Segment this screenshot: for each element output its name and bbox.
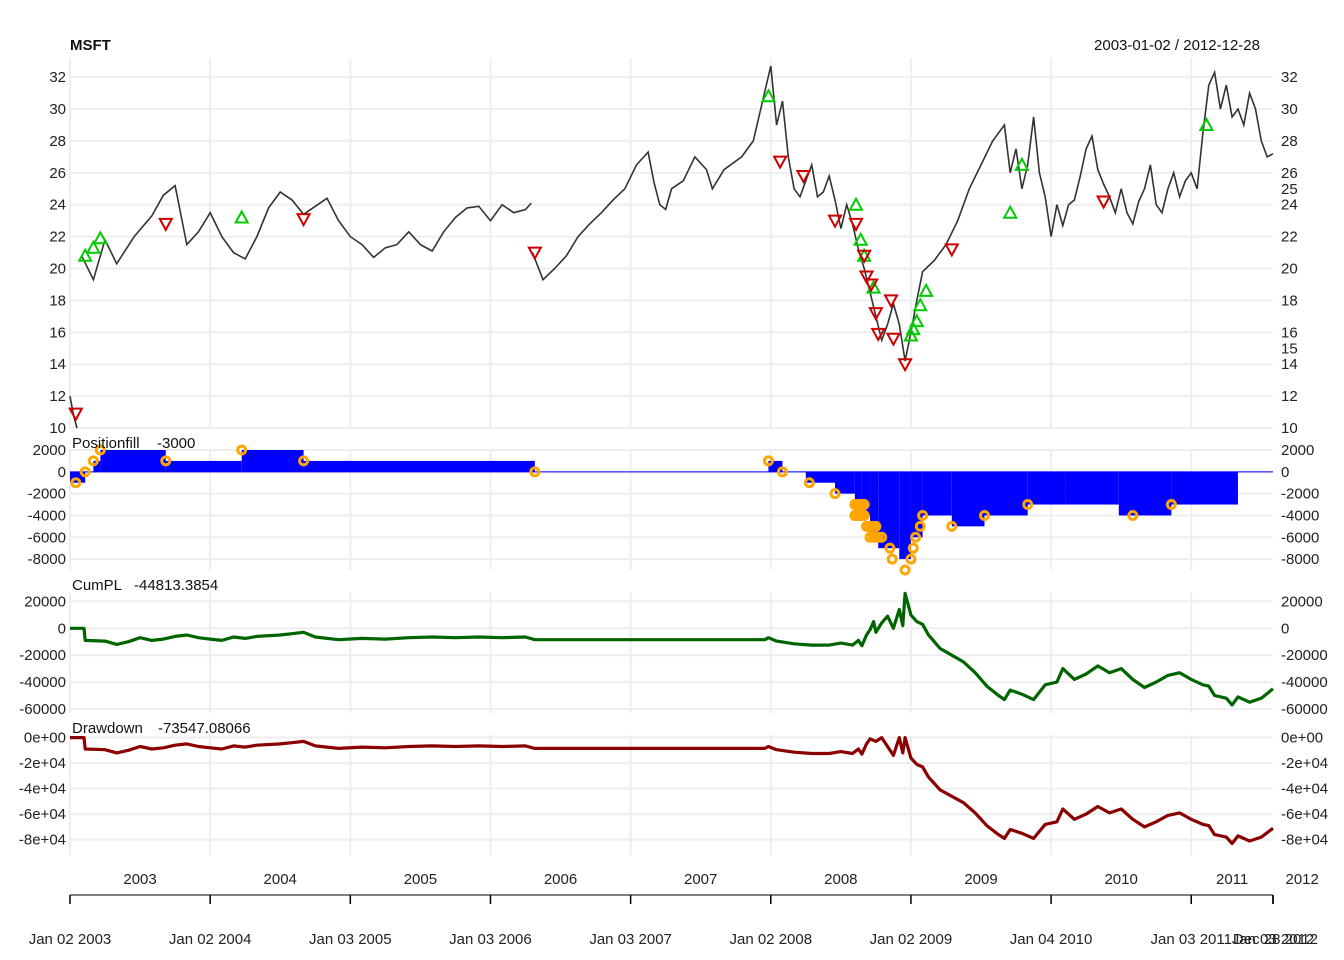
y-tick-label-right: 0 bbox=[1281, 464, 1289, 481]
y-tick-label-left: -2000 bbox=[28, 486, 66, 503]
y-tick-label-left: -40000 bbox=[19, 674, 66, 691]
y-tick-label-left: -6000 bbox=[28, 529, 66, 546]
position-bar bbox=[304, 461, 535, 472]
drawdown-last-value: -73547.08066 bbox=[158, 720, 251, 737]
year-label: 2005 bbox=[404, 871, 437, 888]
y-tick-label-left: -6e+04 bbox=[19, 806, 66, 823]
cumpl-last-value: -44813.3854 bbox=[134, 577, 218, 594]
y-tick-label-left: 14 bbox=[49, 356, 66, 373]
y-tick-label-right: 24 bbox=[1281, 197, 1298, 214]
y-tick-label-left: 0 bbox=[58, 620, 66, 637]
position-bar bbox=[242, 450, 304, 472]
x-date-tick-label: Jan 03 2011 bbox=[1151, 931, 1232, 948]
x-date-tick-label: Jan 03 2005 bbox=[309, 931, 392, 948]
y-tick-label-right: 10 bbox=[1281, 420, 1298, 437]
year-label: 2012 bbox=[1286, 871, 1319, 888]
position-bar bbox=[1065, 472, 1119, 505]
y-tick-label-left: -4e+04 bbox=[19, 781, 66, 798]
y-tick-label-right: 25 bbox=[1281, 181, 1298, 198]
y-tick-label-left: 0e+00 bbox=[24, 730, 66, 747]
y-tick-label-right: -4e+04 bbox=[1281, 781, 1328, 798]
y-tick-label-right: -60000 bbox=[1281, 701, 1328, 718]
x-date-tick-label: Jan 04 2010 bbox=[1010, 931, 1093, 948]
y-tick-label-right: -6e+04 bbox=[1281, 806, 1328, 823]
chart-title: MSFT bbox=[70, 37, 111, 54]
y-tick-label-left: -4000 bbox=[28, 507, 66, 524]
y-tick-label-right: -2e+04 bbox=[1281, 755, 1328, 772]
y-tick-label-right: 20 bbox=[1281, 261, 1298, 278]
y-tick-label-right: -2000 bbox=[1281, 486, 1319, 503]
y-tick-label-left: -2e+04 bbox=[19, 755, 66, 772]
y-tick-label-left: 26 bbox=[49, 165, 66, 182]
y-tick-label-left: 32 bbox=[49, 69, 66, 86]
cumpl-label: CumPL bbox=[72, 577, 122, 594]
y-tick-label-left: 22 bbox=[49, 229, 66, 246]
year-label: 2008 bbox=[824, 871, 857, 888]
year-label: 2003 bbox=[123, 871, 156, 888]
y-tick-label-right: -8e+04 bbox=[1281, 832, 1328, 849]
date-range: 2003-01-02 / 2012-12-28 bbox=[1094, 37, 1260, 54]
y-tick-label-right: 32 bbox=[1281, 69, 1298, 86]
y-tick-label-left: 20000 bbox=[24, 593, 66, 610]
y-tick-label-left: 18 bbox=[49, 292, 66, 309]
x-date-tick-label: Jan 02 2009 bbox=[870, 931, 953, 948]
y-tick-label-left: 28 bbox=[49, 133, 66, 150]
x-date-tick-label: Jan 03 2007 bbox=[589, 931, 672, 948]
y-tick-label-left: 30 bbox=[49, 101, 66, 118]
position-bar bbox=[1028, 472, 1065, 505]
y-tick-label-right: -8000 bbox=[1281, 551, 1319, 568]
position-bar bbox=[923, 472, 952, 516]
y-tick-label-right: 0 bbox=[1281, 620, 1289, 637]
year-label: 2006 bbox=[544, 871, 577, 888]
y-tick-label-left: 24 bbox=[49, 197, 66, 214]
y-tick-label-right: -20000 bbox=[1281, 647, 1328, 664]
y-tick-label-left: -8e+04 bbox=[19, 832, 66, 849]
x-date-tick-label: Jan 02 2003 bbox=[29, 931, 112, 948]
x-date-tick-label: Jan 02 2004 bbox=[169, 931, 252, 948]
position-bar bbox=[952, 472, 985, 527]
position-bar bbox=[100, 450, 165, 472]
y-tick-label-right: 20000 bbox=[1281, 593, 1323, 610]
position-last-value: -3000 bbox=[157, 435, 195, 452]
position-bar bbox=[806, 472, 835, 483]
position-bar bbox=[985, 472, 1028, 516]
drawdown-label: Drawdown bbox=[72, 720, 143, 737]
y-tick-label-left: -8000 bbox=[28, 551, 66, 568]
y-tick-label-right: -40000 bbox=[1281, 674, 1328, 691]
y-tick-label-right: 28 bbox=[1281, 133, 1298, 150]
y-tick-label-right: 12 bbox=[1281, 388, 1298, 405]
y-tick-label-right: 2000 bbox=[1281, 442, 1314, 459]
x-date-tick-label: Jan 03 2006 bbox=[449, 931, 532, 948]
y-tick-label-left: 16 bbox=[49, 324, 66, 341]
y-tick-label-left: 12 bbox=[49, 388, 66, 405]
y-tick-label-right: 30 bbox=[1281, 101, 1298, 118]
position-label: Positionfill bbox=[72, 435, 140, 452]
year-label: 2007 bbox=[684, 871, 717, 888]
year-label: 2004 bbox=[264, 871, 297, 888]
y-tick-label-left: -20000 bbox=[19, 647, 66, 664]
y-tick-label-left: 20 bbox=[49, 261, 66, 278]
y-tick-label-right: 14 bbox=[1281, 356, 1298, 373]
y-tick-label-right: 16 bbox=[1281, 324, 1298, 341]
y-tick-label-left: 10 bbox=[49, 420, 66, 437]
y-tick-label-right: 18 bbox=[1281, 292, 1298, 309]
y-tick-label-left: -60000 bbox=[19, 701, 66, 718]
y-tick-label-left: 2000 bbox=[33, 442, 66, 459]
y-tick-label-right: 26 bbox=[1281, 165, 1298, 182]
position-bar bbox=[166, 461, 242, 472]
y-tick-label-left: 0 bbox=[58, 464, 66, 481]
y-tick-label-right: 22 bbox=[1281, 229, 1298, 246]
position-bar bbox=[1171, 472, 1238, 505]
x-date-tick-label: Jan 02 2008 bbox=[729, 931, 812, 948]
year-label: 2009 bbox=[964, 871, 997, 888]
y-tick-label-right: 15 bbox=[1281, 340, 1298, 357]
y-tick-label-right: 0e+00 bbox=[1281, 730, 1323, 747]
y-tick-label-right: -6000 bbox=[1281, 529, 1319, 546]
year-label: 2011 bbox=[1216, 871, 1248, 888]
position-bar bbox=[1119, 472, 1172, 516]
year-label: 2010 bbox=[1104, 871, 1137, 888]
y-tick-label-right: -4000 bbox=[1281, 507, 1319, 524]
x-date-tick-label: Dec 28 2012 bbox=[1233, 931, 1318, 948]
